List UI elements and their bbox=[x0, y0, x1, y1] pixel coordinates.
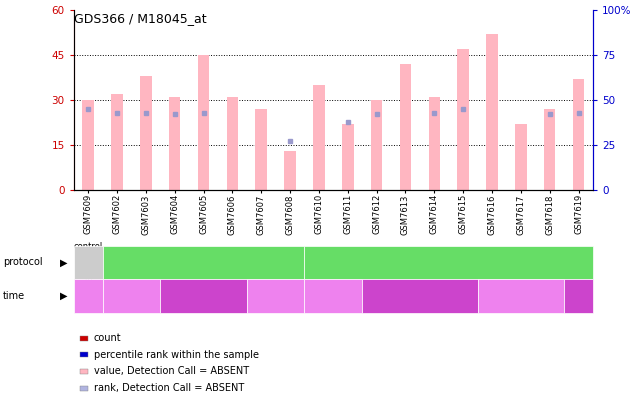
Bar bbox=[112, 94, 123, 190]
Bar bbox=[362, 279, 478, 313]
Bar bbox=[169, 97, 181, 190]
Bar bbox=[247, 279, 304, 313]
Text: GDS366 / M18045_at: GDS366 / M18045_at bbox=[74, 12, 206, 25]
Bar bbox=[304, 279, 362, 313]
Bar bbox=[564, 279, 593, 313]
Bar bbox=[140, 76, 152, 190]
Bar bbox=[428, 97, 440, 190]
Bar bbox=[74, 246, 103, 279]
Bar bbox=[227, 97, 238, 190]
Bar bbox=[313, 85, 324, 190]
Text: percentile rank within the sample: percentile rank within the sample bbox=[94, 350, 258, 360]
Text: ▶: ▶ bbox=[60, 257, 67, 267]
Bar bbox=[80, 369, 88, 374]
Bar bbox=[80, 335, 88, 341]
Text: count: count bbox=[94, 333, 121, 343]
Text: 2 day: 2 day bbox=[406, 291, 433, 301]
Text: 3 day: 3 day bbox=[262, 291, 289, 301]
Text: 1 day: 1 day bbox=[320, 291, 347, 301]
Bar bbox=[342, 124, 354, 190]
Bar bbox=[197, 55, 209, 190]
Text: ▶: ▶ bbox=[60, 291, 67, 301]
Text: 3 day: 3 day bbox=[507, 291, 535, 301]
Bar bbox=[80, 386, 88, 390]
Text: 2 day: 2 day bbox=[190, 291, 217, 301]
Bar bbox=[515, 124, 527, 190]
Bar bbox=[255, 109, 267, 190]
Bar bbox=[370, 100, 382, 190]
Text: value, Detection Call = ABSENT: value, Detection Call = ABSENT bbox=[94, 366, 249, 377]
Text: 0 day: 0 day bbox=[74, 291, 102, 301]
Bar bbox=[573, 79, 585, 190]
Text: control
unted
newbo
rn: control unted newbo rn bbox=[74, 242, 103, 282]
Bar bbox=[304, 246, 593, 279]
Bar bbox=[478, 279, 564, 313]
Bar bbox=[103, 279, 160, 313]
Text: breast fed: breast fed bbox=[182, 258, 225, 267]
Bar bbox=[160, 279, 247, 313]
Bar bbox=[103, 246, 304, 279]
Bar bbox=[400, 64, 412, 190]
Text: protocol: protocol bbox=[3, 257, 43, 267]
Text: formula fed and hypoxia: formula fed and hypoxia bbox=[397, 258, 500, 267]
Text: 4 day: 4 day bbox=[565, 291, 592, 301]
Text: 1 day: 1 day bbox=[118, 291, 145, 301]
Bar bbox=[80, 352, 88, 357]
Text: time: time bbox=[3, 291, 26, 301]
Text: rank, Detection Call = ABSENT: rank, Detection Call = ABSENT bbox=[94, 383, 244, 393]
Bar bbox=[74, 279, 103, 313]
Bar bbox=[486, 34, 497, 190]
Bar bbox=[544, 109, 555, 190]
Bar bbox=[285, 151, 296, 190]
Bar bbox=[82, 100, 94, 190]
Bar bbox=[458, 49, 469, 190]
